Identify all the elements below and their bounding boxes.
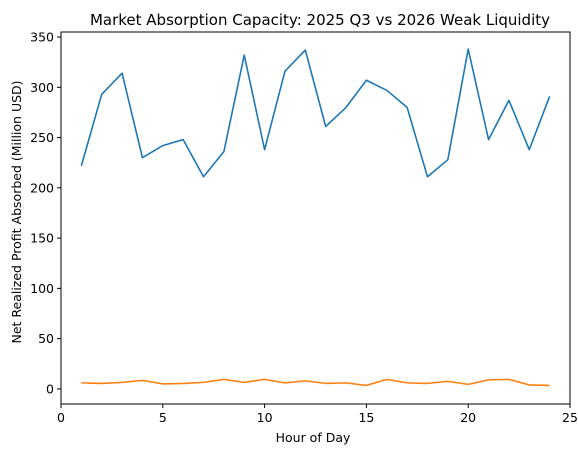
- x-tick-label: 5: [159, 410, 167, 425]
- y-tick-label: 250: [30, 130, 54, 145]
- y-tick-label: 0: [46, 381, 54, 396]
- x-tick-label: 10: [257, 410, 273, 425]
- y-tick-label: 100: [30, 281, 54, 296]
- series-line-2: [81, 378, 550, 387]
- y-axis-ticks: 0 50 100 150 200 250 300 350: [30, 30, 61, 396]
- y-tick-label: 350: [30, 30, 54, 45]
- x-tick-label: 15: [358, 410, 374, 425]
- series-line-1: [80, 48, 551, 178]
- y-axis-label: Net Realized Profit Absorbed (Million US…: [9, 80, 24, 343]
- x-tick-label: 0: [57, 410, 65, 425]
- y-tick-label: 300: [30, 80, 54, 95]
- chart-title: Market Absorption Capacity: 2025 Q3 vs 2…: [90, 11, 550, 29]
- plot-frame: [60, 31, 571, 405]
- y-tick-label: 200: [30, 180, 54, 195]
- y-tick-label: 150: [30, 231, 54, 246]
- x-axis-ticks: 0 5 10 15 20 25: [57, 404, 578, 425]
- x-tick-label: 20: [460, 410, 476, 425]
- y-tick-label: 50: [38, 331, 54, 346]
- x-axis-label: Hour of Day: [276, 430, 351, 445]
- series-layer: [80, 48, 551, 387]
- x-tick-label: 25: [562, 410, 578, 425]
